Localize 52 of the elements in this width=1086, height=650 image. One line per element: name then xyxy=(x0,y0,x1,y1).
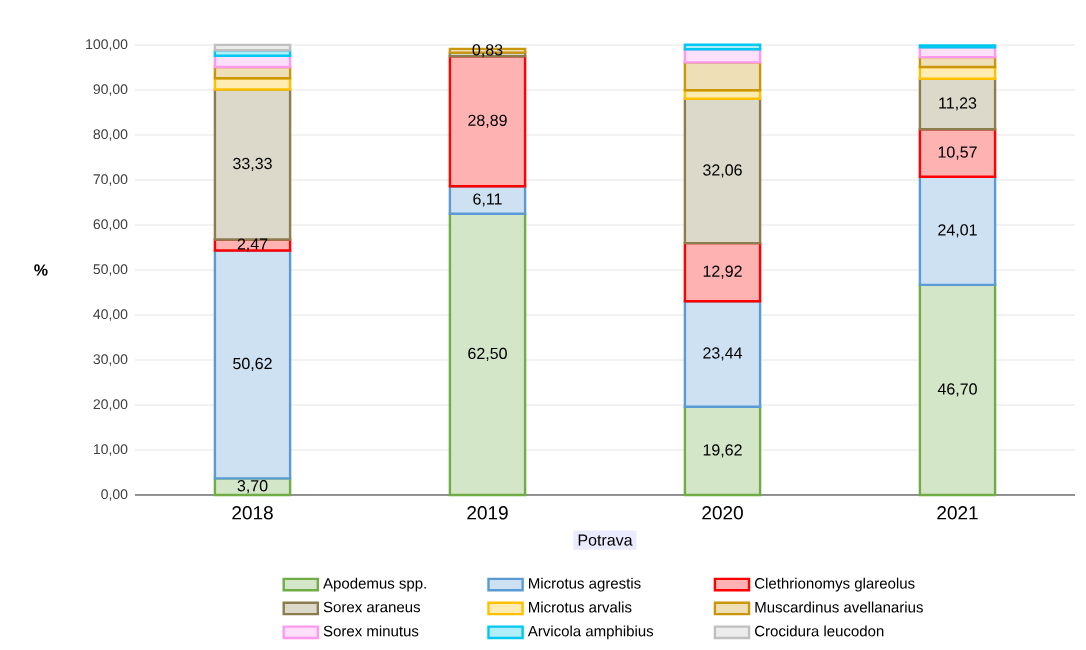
legend-label: Clethrionomys glareolus xyxy=(755,577,915,592)
y-axis-title: % xyxy=(34,264,48,276)
legend-label: Arvicola amphibius xyxy=(527,625,654,640)
bar xyxy=(918,128,997,179)
data-label: 6,11 xyxy=(473,193,502,207)
y-tick-label: 40,00 xyxy=(93,309,128,321)
data-label: 10,57 xyxy=(938,146,977,160)
y-tick-label: 0,00 xyxy=(101,489,128,501)
legend-label: Microtus arvalis xyxy=(529,601,632,613)
legend-label: Sorex araneus xyxy=(323,601,421,613)
y-tick-label: 100,00 xyxy=(86,39,128,51)
data-label: 12,92 xyxy=(703,265,742,279)
y-tick-label: 80,00 xyxy=(93,129,128,141)
data-label: 50,62 xyxy=(233,357,272,372)
y-tick-label: 30,00 xyxy=(93,354,128,366)
x-axis-title: Potrava xyxy=(578,534,633,546)
bar xyxy=(683,405,762,497)
data-label: 19,62 xyxy=(703,444,742,458)
bar xyxy=(918,175,997,287)
y-tick-label: 10,00 xyxy=(93,444,128,456)
x-tick-label: 2018 xyxy=(232,506,273,520)
x-tick-label: 2020 xyxy=(702,506,743,520)
bar xyxy=(918,283,997,497)
legend-label: Sorex minutus xyxy=(323,625,419,637)
data-label: 32,06 xyxy=(703,164,742,178)
legend-label: Apodemus spp. xyxy=(323,577,426,592)
legend-label: Crocidura leucodon xyxy=(755,625,884,637)
bar xyxy=(448,212,527,497)
legend-label: Muscardinus avellanarius xyxy=(755,601,923,613)
y-tick-label: 70,00 xyxy=(93,174,128,186)
y-tick-label: 20,00 xyxy=(93,399,128,411)
data-label: 33,33 xyxy=(233,157,272,172)
y-tick-label: 90,00 xyxy=(93,84,128,96)
data-label: 46,70 xyxy=(937,383,977,397)
data-label: 28,89 xyxy=(468,114,507,128)
data-label: 24,01 xyxy=(938,224,977,238)
bar xyxy=(683,43,762,51)
data-label: 2,47 xyxy=(237,238,268,252)
data-label: 62,50 xyxy=(468,347,507,361)
bar xyxy=(683,300,762,408)
bar xyxy=(683,97,762,245)
data-label: 11,23 xyxy=(939,97,977,111)
legend-label: Microtus agrestis xyxy=(529,577,641,592)
data-label: 23,44 xyxy=(703,347,743,361)
bar xyxy=(683,241,762,303)
data-label: 3,70 xyxy=(237,480,268,494)
x-tick-label: 2021 xyxy=(937,506,978,520)
bar xyxy=(918,77,997,131)
bar xyxy=(213,43,292,52)
y-tick-label: 60,00 xyxy=(93,219,128,231)
y-tick-label: 50,00 xyxy=(93,264,128,276)
x-tick-label: 2019 xyxy=(467,506,508,520)
